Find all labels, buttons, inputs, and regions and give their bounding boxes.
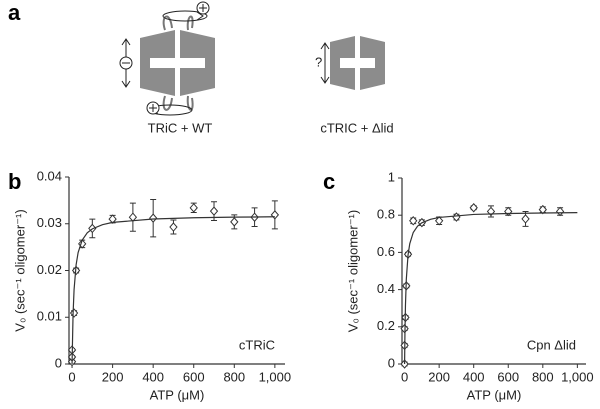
data-point (538, 204, 547, 215)
x-tick-label: 200 (428, 369, 450, 384)
y-tick-label: 0.01 (37, 309, 62, 324)
y-axis-label: V₀ (sec⁻¹ oligomer⁻¹) (12, 209, 27, 331)
diagram-label: cTRIC + Δlid (320, 120, 393, 135)
data-point (504, 206, 513, 217)
x-tick-label: 0 (401, 369, 408, 384)
data-point (521, 214, 530, 224)
data-point (469, 203, 478, 213)
x-tick-label: 800 (532, 369, 554, 384)
x-tick-label: 400 (142, 369, 164, 384)
data-point (108, 214, 117, 224)
y-tick-label: 1 (388, 169, 395, 184)
x-tick-label: 200 (102, 369, 124, 384)
fit-curve (403, 211, 578, 365)
y-tick-label: 0.02 (37, 262, 62, 277)
x-axis-label: ATP (μM) (150, 387, 205, 402)
panel-label: b (8, 169, 21, 194)
annotation: cTRiC (239, 337, 275, 352)
x-tick-label: 600 (497, 369, 519, 384)
data-point (555, 206, 565, 217)
data-point (69, 308, 79, 318)
data-point (230, 217, 239, 227)
y-tick-label: 0.6 (377, 244, 395, 259)
data-point (169, 222, 178, 232)
x-tick-label: 1,000 (259, 369, 292, 384)
annotation: Cpn Δlid (527, 337, 576, 352)
chaperonin-wt (119, 1, 215, 116)
data-point (209, 206, 219, 216)
x-tick-label: 0 (68, 369, 75, 384)
y-tick-label: 0.04 (37, 168, 62, 183)
y-tick-label: 0 (388, 355, 395, 370)
data-point (270, 210, 280, 220)
x-tick-label: 400 (463, 369, 485, 384)
fit-curve (71, 216, 275, 365)
x-axis-label: ATP (μM) (467, 387, 522, 402)
panel-label: c (323, 169, 335, 194)
data-point (434, 216, 444, 226)
y-tick-label: 0.4 (377, 281, 395, 296)
y-tick-label: 0.8 (377, 207, 395, 222)
data-point (149, 213, 158, 223)
y-tick-label: 0.03 (37, 215, 62, 230)
diagram-label: TRiC + WT (148, 120, 213, 135)
x-tick-label: 1,000 (561, 369, 594, 384)
data-point (409, 216, 418, 226)
question-mark: ? (315, 54, 322, 69)
axis (68, 177, 285, 365)
x-tick-label: 600 (183, 369, 205, 384)
panel-label: a (8, 0, 21, 25)
axis (401, 178, 586, 365)
data-point (189, 203, 198, 213)
y-tick-label: 0.2 (377, 318, 395, 333)
y-axis-label: V₀ (sec⁻¹ oligomer⁻¹) (345, 210, 360, 332)
chaperonin-lid-deleted (320, 36, 385, 90)
y-tick-label: 0 (55, 355, 62, 370)
x-tick-label: 800 (223, 369, 245, 384)
